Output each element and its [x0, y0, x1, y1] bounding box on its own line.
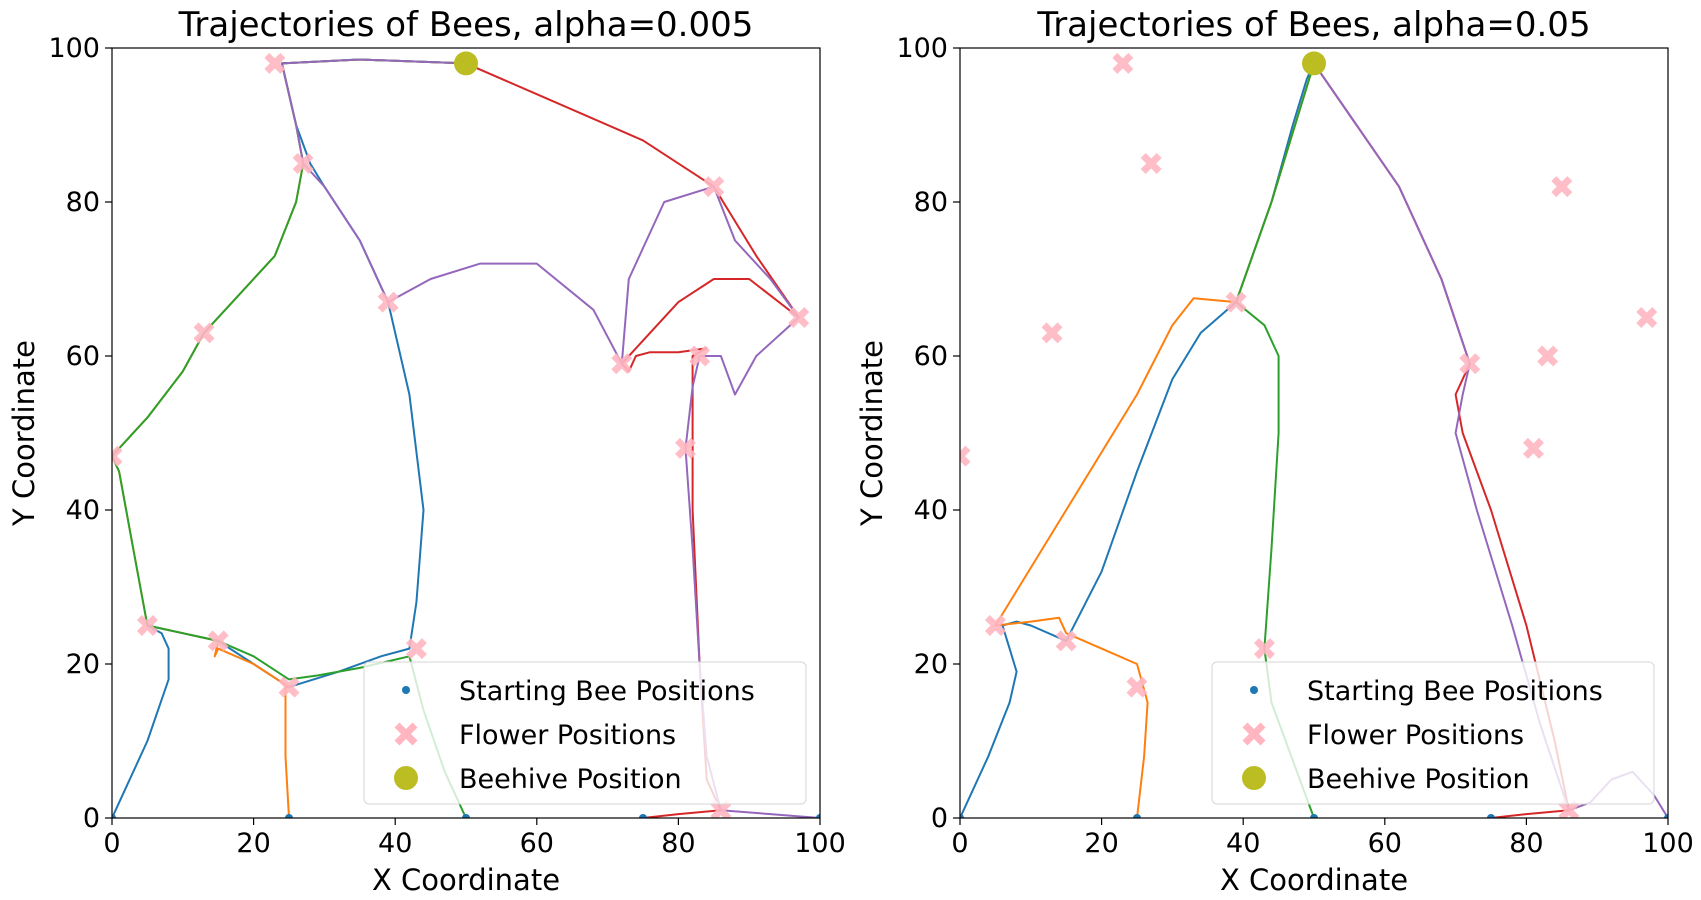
axes-frame [111, 47, 821, 819]
legend-label-hive: Beehive Position [459, 764, 682, 795]
flower-marker [1253, 638, 1275, 660]
legend-label-start: Starting Bee Positions [1307, 676, 1603, 707]
flower-marker [1537, 345, 1559, 367]
x-tick-label: 0 [951, 828, 968, 859]
bee-start-marker [816, 814, 820, 818]
bee-start-marker [1310, 814, 1318, 818]
flower-marker [675, 437, 696, 459]
legend-flower-swatch [1242, 722, 1266, 746]
flower-marker [1636, 307, 1658, 328]
y-axis-label: Y Coordinate [7, 340, 41, 527]
flower-marker [1112, 52, 1134, 74]
flower-marker [1459, 353, 1481, 375]
flower-marker [377, 291, 399, 313]
flower-marker [112, 445, 123, 467]
bee-start-marker [462, 814, 470, 818]
x-tick-label: 100 [794, 828, 846, 859]
legend-label-flower: Flower Positions [1307, 720, 1524, 751]
x-tick-label: 20 [236, 828, 270, 859]
bee-start-marker [1133, 814, 1141, 818]
legend-start-swatch [1250, 686, 1258, 694]
x-tick-label: 80 [661, 828, 695, 859]
flower-marker [984, 615, 1006, 636]
legend-hive-swatch [1242, 766, 1266, 790]
beehive-marker [1302, 51, 1326, 76]
flower-marker [1523, 437, 1544, 459]
y-tick-label: 40 [66, 495, 100, 526]
bee-start-marker [639, 814, 647, 818]
flower-marker [710, 799, 732, 818]
legend-start-swatch [402, 686, 410, 694]
x-tick-label: 60 [1368, 828, 1402, 859]
legend-hive-swatch [394, 766, 418, 790]
y-tick-label: 20 [914, 649, 948, 680]
y-tick-label: 60 [914, 341, 948, 372]
legend: Starting Bee Positions Flower Positions Be… [363, 661, 807, 805]
axes-frame [959, 47, 1669, 819]
x-tick-label: 100 [1642, 828, 1694, 859]
bee-start-marker [112, 814, 116, 818]
flower-marker [703, 176, 725, 198]
chart-panel-1: 0 20 40 60 80 100 0 20 40 60 80 100 Trajectories of … [7, 5, 846, 897]
flower-marker [1225, 291, 1247, 313]
flower-marker [788, 307, 810, 328]
chart-panel-2: 0 20 40 60 80 100 0 20 40 60 80 100 Trajectories of … [855, 5, 1694, 897]
legend: Starting Bee Positions Flower Positions Be… [1211, 661, 1655, 805]
flower-marker [278, 676, 300, 698]
flower-marker [1551, 176, 1573, 198]
chart-title: Trajectories of Bees, alpha=0.005 [178, 5, 754, 45]
y-tick-label: 60 [66, 341, 100, 372]
y-axis-label: Y Coordinate [855, 340, 889, 527]
flower-marker [1041, 322, 1063, 344]
chart-title: Trajectories of Bees, alpha=0.05 [1036, 5, 1590, 45]
flower-marker [193, 322, 215, 344]
y-tick-label: 0 [931, 803, 948, 834]
flower-marker [1558, 799, 1580, 818]
flower-marker [207, 630, 229, 652]
x-tick-label: 40 [378, 828, 412, 859]
flower-marker [292, 153, 314, 174]
legend-label-flower: Flower Positions [459, 720, 676, 751]
x-tick-label: 20 [1084, 828, 1118, 859]
flower-marker [611, 353, 633, 375]
legend-flower-swatch [394, 722, 418, 746]
flower-marker [405, 638, 427, 660]
x-tick-label: 40 [1226, 828, 1260, 859]
legend-frame [1211, 661, 1655, 805]
x-axis-label: X Coordinate [1220, 863, 1408, 897]
y-tick-label: 0 [83, 803, 100, 834]
y-tick-label: 20 [66, 649, 100, 680]
x-tick-label: 60 [520, 828, 554, 859]
bee-start-marker [960, 814, 964, 818]
beehive-marker [454, 51, 478, 76]
flower-marker [136, 615, 158, 636]
x-tick-label: 0 [103, 828, 120, 859]
y-tick-label: 80 [66, 187, 100, 218]
flower-marker [1055, 630, 1077, 652]
flower-marker [689, 345, 711, 367]
legend-frame [363, 661, 807, 805]
y-tick-label: 100 [48, 33, 100, 64]
flower-marker [960, 445, 971, 467]
x-tick-label: 80 [1509, 828, 1543, 859]
flower-marker [1140, 153, 1162, 174]
plot-area [112, 51, 820, 818]
y-tick-label: 80 [914, 187, 948, 218]
y-tick-label: 100 [896, 33, 948, 64]
x-axis-label: X Coordinate [372, 863, 560, 897]
bee-start-marker [1664, 814, 1668, 818]
flower-marker [264, 52, 286, 74]
flower-marker [1126, 676, 1148, 698]
bee-start-marker [1487, 814, 1495, 818]
y-tick-label: 40 [914, 495, 948, 526]
legend-label-start: Starting Bee Positions [459, 676, 755, 707]
bee-start-marker [285, 814, 293, 818]
legend-label-hive: Beehive Position [1307, 764, 1530, 795]
